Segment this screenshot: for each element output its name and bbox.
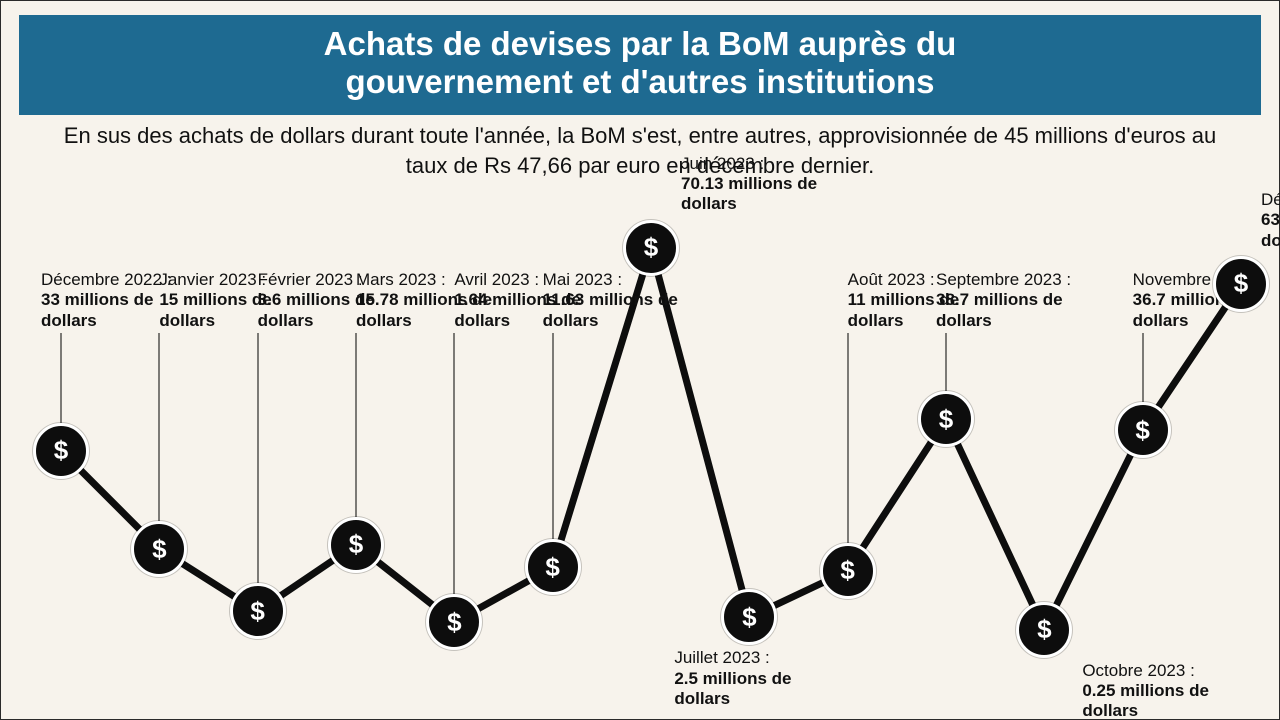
dollar-marker-icon: $ bbox=[820, 543, 876, 599]
dollar-marker-icon: $ bbox=[33, 423, 89, 479]
data-label-value: 38.7 millions de dollars bbox=[936, 290, 1091, 331]
dollar-marker-icon: $ bbox=[426, 594, 482, 650]
data-label: Juin 2023 :70.13 millions de dollars bbox=[681, 154, 836, 215]
dollar-marker-icon: $ bbox=[525, 539, 581, 595]
leader-line bbox=[1142, 333, 1143, 405]
leader-line bbox=[356, 333, 357, 520]
dollar-marker-icon: $ bbox=[131, 521, 187, 577]
leader-line bbox=[946, 333, 947, 394]
data-label-month: Juillet 2023 : bbox=[674, 648, 829, 668]
data-label-value: 63.5 millions de dollars bbox=[1261, 210, 1280, 251]
dollar-marker-icon: $ bbox=[721, 589, 777, 645]
dollar-marker-icon: $ bbox=[918, 391, 974, 447]
data-label-month: Mai 2023 : bbox=[543, 270, 698, 290]
data-label: Décembre 2023 :63.5 millions de dollars bbox=[1261, 190, 1280, 251]
dollar-marker-icon: $ bbox=[328, 517, 384, 573]
leader-line bbox=[257, 333, 258, 586]
line-chart-svg bbox=[1, 1, 1280, 720]
data-label-value: 0.25 millions de dollars bbox=[1082, 681, 1237, 720]
leader-line bbox=[552, 333, 553, 542]
dollar-marker-icon: $ bbox=[1115, 402, 1171, 458]
data-label-month: Juin 2023 : bbox=[681, 154, 836, 174]
data-label-month: Décembre 2023 : bbox=[1261, 190, 1280, 210]
leader-line bbox=[454, 333, 455, 597]
dollar-marker-icon: $ bbox=[1213, 256, 1269, 312]
data-label-month: Octobre 2023 : bbox=[1082, 661, 1237, 681]
data-label-value: 2.5 millions de dollars bbox=[674, 669, 829, 710]
infographic-frame: Achats de devises par la BoM auprès du g… bbox=[0, 0, 1280, 720]
data-label: Juillet 2023 :2.5 millions de dollars bbox=[674, 648, 829, 709]
dollar-marker-icon: $ bbox=[1016, 602, 1072, 658]
data-label-value: 11.63 millions de dollars bbox=[543, 290, 698, 331]
leader-line bbox=[61, 333, 62, 426]
leader-line bbox=[847, 333, 848, 546]
data-label-value: 70.13 millions de dollars bbox=[681, 174, 836, 215]
data-label: Septembre 2023 :38.7 millions de dollars bbox=[936, 270, 1091, 331]
data-label: Octobre 2023 :0.25 millions de dollars bbox=[1082, 661, 1237, 720]
leader-line bbox=[159, 333, 160, 524]
dollar-marker-icon: $ bbox=[230, 583, 286, 639]
data-label-month: Septembre 2023 : bbox=[936, 270, 1091, 290]
data-label: Mai 2023 :11.63 millions de dollars bbox=[543, 270, 698, 331]
dollar-marker-icon: $ bbox=[623, 220, 679, 276]
